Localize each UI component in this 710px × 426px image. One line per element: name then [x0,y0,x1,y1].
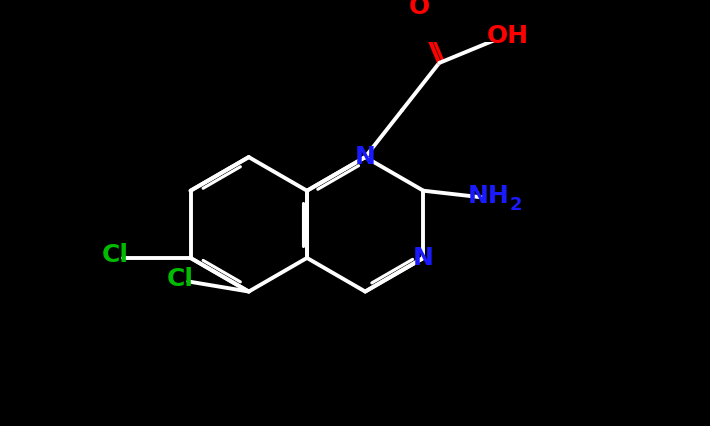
Text: OH: OH [487,24,529,48]
Text: N: N [413,246,434,270]
Text: Cl: Cl [102,243,129,268]
Text: Cl: Cl [167,267,194,291]
Text: 2: 2 [510,196,522,214]
Text: O: O [408,0,430,19]
Text: N: N [355,145,376,169]
Text: NH: NH [468,184,510,208]
